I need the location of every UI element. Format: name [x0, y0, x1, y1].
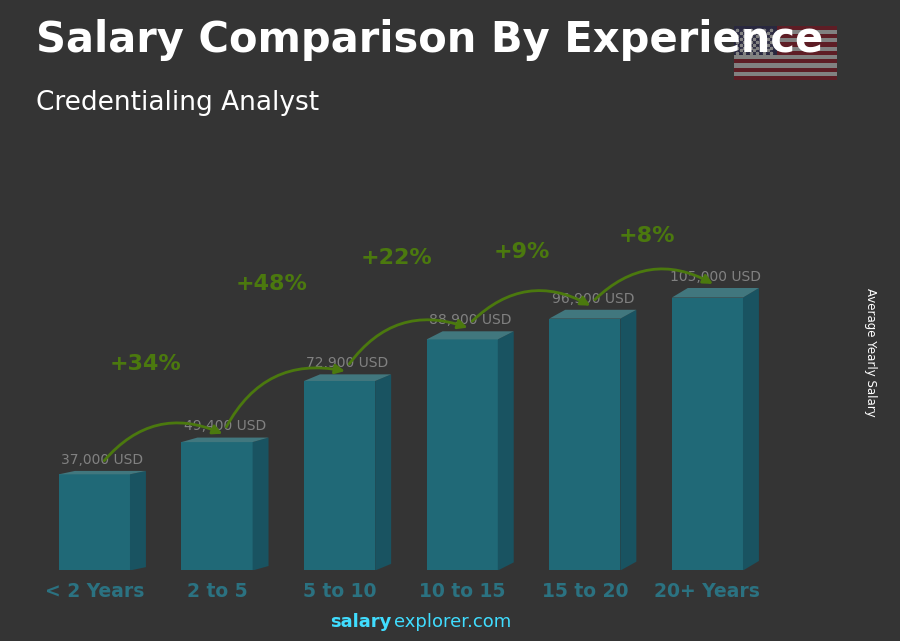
Bar	[182, 442, 253, 570]
Bar	[672, 297, 743, 570]
Bar	[734, 26, 777, 55]
Polygon shape	[253, 438, 268, 570]
Text: +34%: +34%	[110, 354, 181, 374]
Polygon shape	[620, 310, 636, 570]
Bar	[734, 55, 837, 59]
Text: 105,000 USD: 105,000 USD	[670, 270, 760, 284]
Bar	[58, 474, 130, 570]
Bar	[734, 72, 837, 76]
Polygon shape	[58, 471, 146, 474]
Text: Average Yearly Salary: Average Yearly Salary	[865, 288, 878, 417]
Text: salary: salary	[330, 613, 392, 631]
Polygon shape	[743, 288, 759, 570]
Bar	[734, 34, 837, 38]
Text: +48%: +48%	[236, 274, 308, 294]
Bar	[734, 26, 837, 30]
Bar	[734, 59, 837, 63]
Polygon shape	[182, 438, 268, 442]
Text: explorer.com: explorer.com	[394, 613, 511, 631]
Text: Salary Comparison By Experience: Salary Comparison By Experience	[36, 19, 824, 62]
Bar	[734, 67, 837, 72]
Bar	[549, 319, 620, 570]
Bar	[734, 63, 837, 67]
Text: 72,900 USD: 72,900 USD	[307, 356, 389, 370]
Bar	[734, 38, 837, 42]
Bar	[734, 76, 837, 80]
Text: +8%: +8%	[618, 226, 675, 246]
Polygon shape	[549, 310, 636, 319]
Text: 49,400 USD: 49,400 USD	[184, 419, 266, 433]
Bar	[304, 381, 375, 570]
Bar	[734, 42, 837, 47]
Polygon shape	[304, 374, 392, 381]
Text: 88,900 USD: 88,900 USD	[429, 313, 511, 327]
Text: Credentialing Analyst: Credentialing Analyst	[36, 90, 320, 116]
Polygon shape	[130, 471, 146, 570]
Text: +22%: +22%	[361, 247, 433, 267]
Polygon shape	[672, 288, 759, 297]
Bar	[734, 51, 837, 55]
Bar	[427, 339, 498, 570]
Bar	[734, 30, 837, 34]
Text: 37,000 USD: 37,000 USD	[61, 453, 143, 467]
Bar	[734, 47, 837, 51]
Text: 96,900 USD: 96,900 USD	[552, 292, 634, 306]
Polygon shape	[375, 374, 392, 570]
Text: +9%: +9%	[493, 242, 550, 262]
Polygon shape	[498, 331, 514, 570]
Polygon shape	[427, 331, 514, 339]
